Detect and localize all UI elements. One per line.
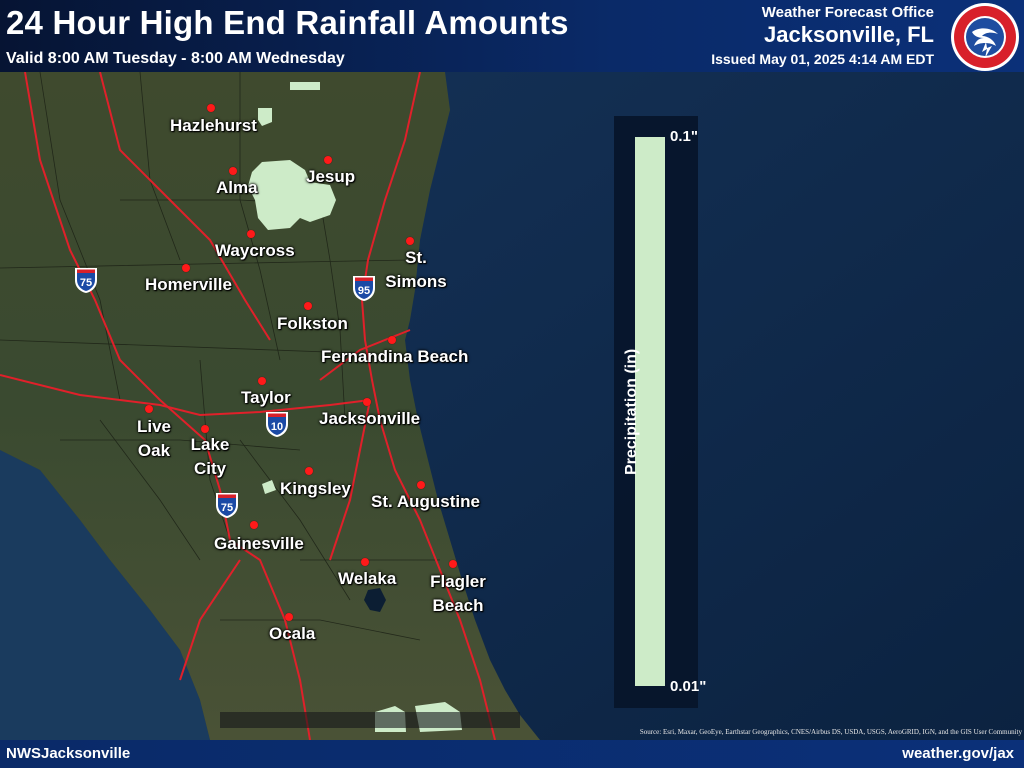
interstate-shield-icon: 95 <box>353 276 375 301</box>
office-label: Weather Forecast Office <box>761 4 934 21</box>
city-label-st-simons: St. Simons <box>385 248 447 291</box>
city-marker-st-augustine <box>417 481 425 489</box>
city-label-taylor: Taylor <box>241 388 291 407</box>
city-label-welaka: Welaka <box>338 569 397 588</box>
city-label-homerville: Homerville <box>145 275 232 294</box>
website-link[interactable]: weather.gov/jax <box>902 745 1014 762</box>
shield-number: 75 <box>80 277 92 289</box>
city-marker-flagler-beach <box>449 560 457 568</box>
shield-number: 95 <box>358 285 370 297</box>
map-title: 24 Hour High End Rainfall Amounts <box>6 4 569 41</box>
valid-period: Valid 8:00 AM Tuesday - 8:00 AM Wednesda… <box>6 50 345 67</box>
footer-bar: NWSJacksonville weather.gov/jax <box>0 740 1024 768</box>
city-marker-lake-city <box>201 425 209 433</box>
city-marker-taylor <box>258 377 266 385</box>
city-label-jesup: Jesup <box>306 167 356 186</box>
city-label-folkston: Folkston <box>277 314 348 333</box>
map-attribution: Source: Esri, Maxar, GeoEye, Earthstar G… <box>639 728 1022 736</box>
city-label-waycross: Waycross <box>215 241 295 260</box>
city-marker-jacksonville <box>363 398 371 406</box>
city-label-gainesville: Gainesville <box>214 534 304 553</box>
shield-number: 75 <box>221 502 233 514</box>
city-label-st-augustine: St. Augustine <box>371 492 480 511</box>
legend-max-label: 0.1" <box>670 128 698 145</box>
interstate-shield-icon: 75 <box>75 268 97 293</box>
city-marker-fernandina-beach <box>388 336 396 344</box>
city-marker-gainesville <box>250 521 258 529</box>
land <box>0 72 540 740</box>
nws-logo-icon <box>951 3 1019 71</box>
city-marker-welaka <box>361 558 369 566</box>
city-label-alma: Alma <box>216 178 258 197</box>
city-label-jacksonville: Jacksonville <box>319 409 421 428</box>
city-marker-homerville <box>182 264 190 272</box>
city-marker-jesup <box>324 156 332 164</box>
legend-title: Precipitation (in) <box>623 348 640 475</box>
highways <box>0 71 496 741</box>
office-city: Jacksonville, FL <box>764 22 934 47</box>
city-marker-folkston <box>304 302 312 310</box>
gulf-water <box>0 450 210 740</box>
city-marker-waycross <box>247 230 255 238</box>
city-marker-ocala <box>285 613 293 621</box>
city-label-live-oak: Live Oak <box>136 417 172 460</box>
city-label-lake-city: Lake City <box>190 435 230 478</box>
shield-number: 10 <box>271 421 283 433</box>
city-marker-hazlehurst <box>207 104 215 112</box>
interstate-shield-icon: 10 <box>266 412 288 437</box>
city-marker-kingsley <box>305 467 313 475</box>
header-bar: 24 Hour High End Rainfall Amounts Valid … <box>0 0 1024 72</box>
legend-min-label: 0.01" <box>670 678 707 695</box>
city-label-hazlehurst: Hazlehurst <box>170 116 257 135</box>
city-marker-live-oak <box>145 405 153 413</box>
legend-color-bar <box>635 137 665 686</box>
city-label-ocala: Ocala <box>269 624 316 643</box>
city-label-flagler-beach: Flagler Beach <box>430 572 486 615</box>
city-marker-alma <box>229 167 237 175</box>
city-marker-st-simons <box>406 237 414 245</box>
issued-time: Issued May 01, 2025 4:14 AM EDT <box>711 51 934 67</box>
interstate-shield-icon: 75 <box>216 493 238 518</box>
city-label-fernandina-beach: Fernandina Beach <box>321 347 469 366</box>
shadow-strip <box>220 712 520 728</box>
social-handle: NWSJacksonville <box>6 745 131 762</box>
city-label-kingsley: Kingsley <box>280 479 351 498</box>
lake <box>364 588 386 612</box>
